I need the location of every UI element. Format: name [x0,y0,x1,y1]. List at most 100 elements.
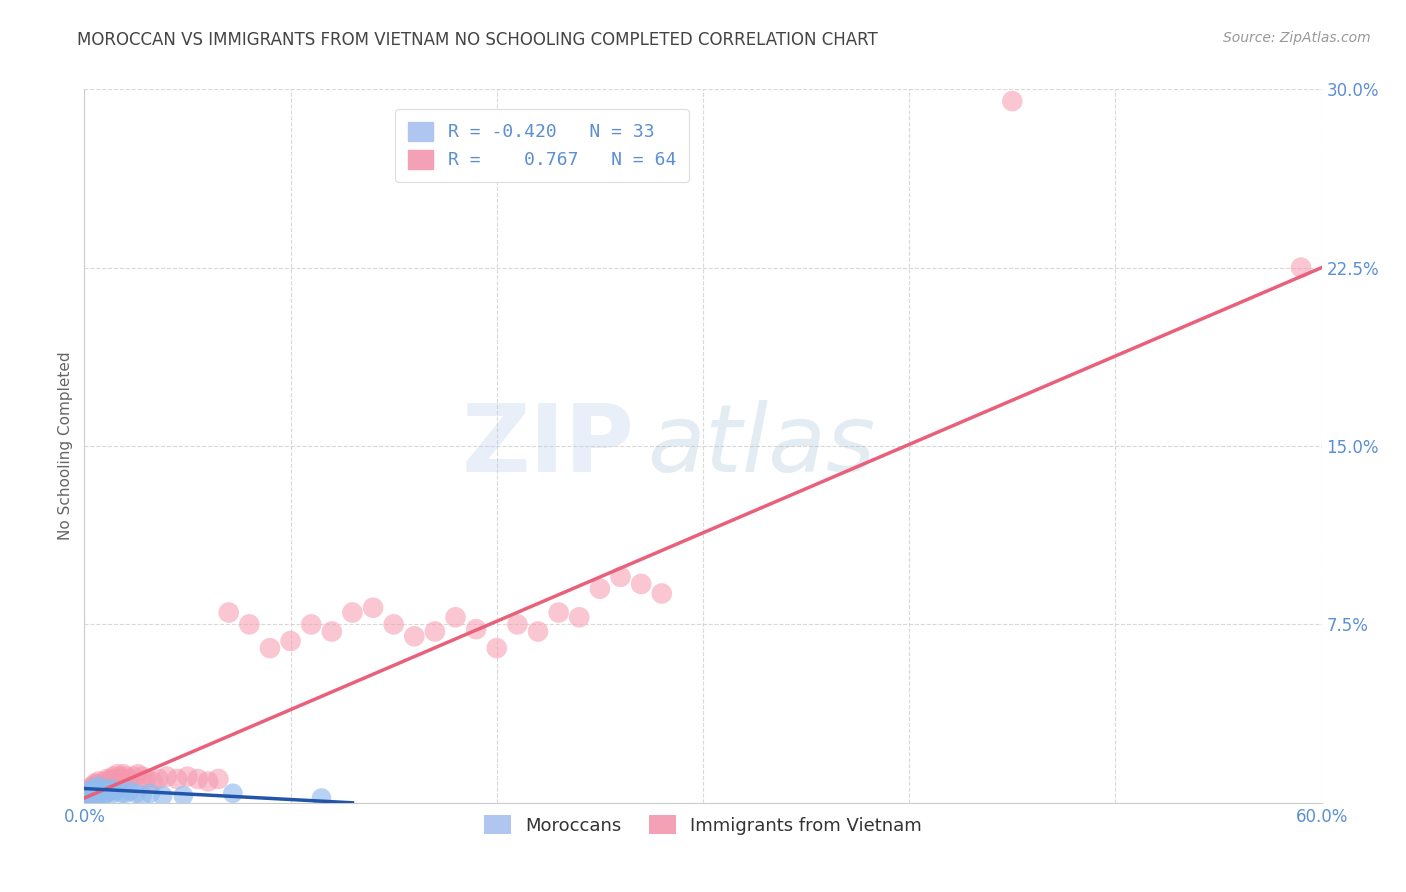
Point [96,786,118,800]
Point [465,622,488,636]
Text: MOROCCAN VS IMMIGRANTS FROM VIETNAM NO SCHOOLING COMPLETED CORRELATION CHART: MOROCCAN VS IMMIGRANTS FROM VIETNAM NO S… [77,31,879,49]
Point [259,641,281,656]
Point [96,772,118,786]
Point [127,767,149,781]
Text: atlas: atlas [647,401,876,491]
Point [166,772,188,786]
Point [77,786,100,800]
Point [86,784,108,798]
Point [485,641,508,656]
Point [90,786,112,800]
Point [651,586,673,600]
Point [156,770,179,784]
Point [114,770,136,784]
Point [135,772,157,786]
Point [131,789,153,803]
Point [77,786,100,800]
Point [131,770,153,784]
Point [361,600,384,615]
Point [90,784,112,798]
Point [79,784,101,798]
Point [1001,94,1024,108]
Point [87,789,110,803]
Point [444,610,467,624]
Point [91,779,114,793]
Point [75,789,97,803]
Point [83,784,105,798]
Point [187,772,209,786]
Point [104,784,127,798]
Point [91,789,114,803]
Point [152,789,174,803]
Point [110,772,132,786]
Point [222,786,245,800]
Text: ZIP: ZIP [463,400,636,492]
Point [94,784,117,798]
Point [94,774,117,789]
Point [506,617,529,632]
Point [176,770,198,784]
Point [87,779,110,793]
Point [238,617,260,632]
Point [98,774,121,789]
Point [423,624,446,639]
Point [118,784,141,798]
Point [82,781,104,796]
Point [112,767,135,781]
Point [299,617,322,632]
Point [139,786,162,800]
Point [87,779,110,793]
Legend: Moroccans, Immigrants from Vietnam: Moroccans, Immigrants from Vietnam [475,805,931,844]
Point [589,582,612,596]
Point [311,791,333,805]
Point [77,791,100,805]
Point [609,570,631,584]
Point [77,784,100,798]
Point [83,789,105,803]
Point [630,577,652,591]
Point [122,770,145,784]
Point [207,772,229,786]
Point [172,789,194,803]
Point [141,774,163,789]
Point [87,774,110,789]
Point [83,781,105,796]
Point [568,610,591,624]
Point [82,779,104,793]
Point [94,777,117,791]
Point [321,624,343,639]
Point [125,786,148,800]
Point [110,786,132,800]
Point [108,770,131,784]
Point [404,629,426,643]
Point [118,772,141,786]
Point [79,786,101,800]
Point [148,772,170,786]
Y-axis label: No Schooling Completed: No Schooling Completed [58,351,73,541]
Point [90,777,112,791]
Point [79,789,101,803]
Point [86,781,108,796]
Point [342,606,364,620]
Point [103,770,125,784]
Point [114,786,136,800]
Point [527,624,550,639]
Point [218,606,240,620]
Point [86,786,108,800]
Point [382,617,405,632]
Point [100,781,122,796]
Text: Source: ZipAtlas.com: Source: ZipAtlas.com [1223,31,1371,45]
Point [82,784,104,798]
Point [103,786,125,800]
Point [1289,260,1312,275]
Point [104,772,127,786]
Point [105,767,128,781]
Point [91,781,114,796]
Point [197,774,219,789]
Point [280,634,302,648]
Point [79,781,101,796]
Point [83,777,105,791]
Point [82,791,104,805]
Point [547,606,569,620]
Point [98,784,121,798]
